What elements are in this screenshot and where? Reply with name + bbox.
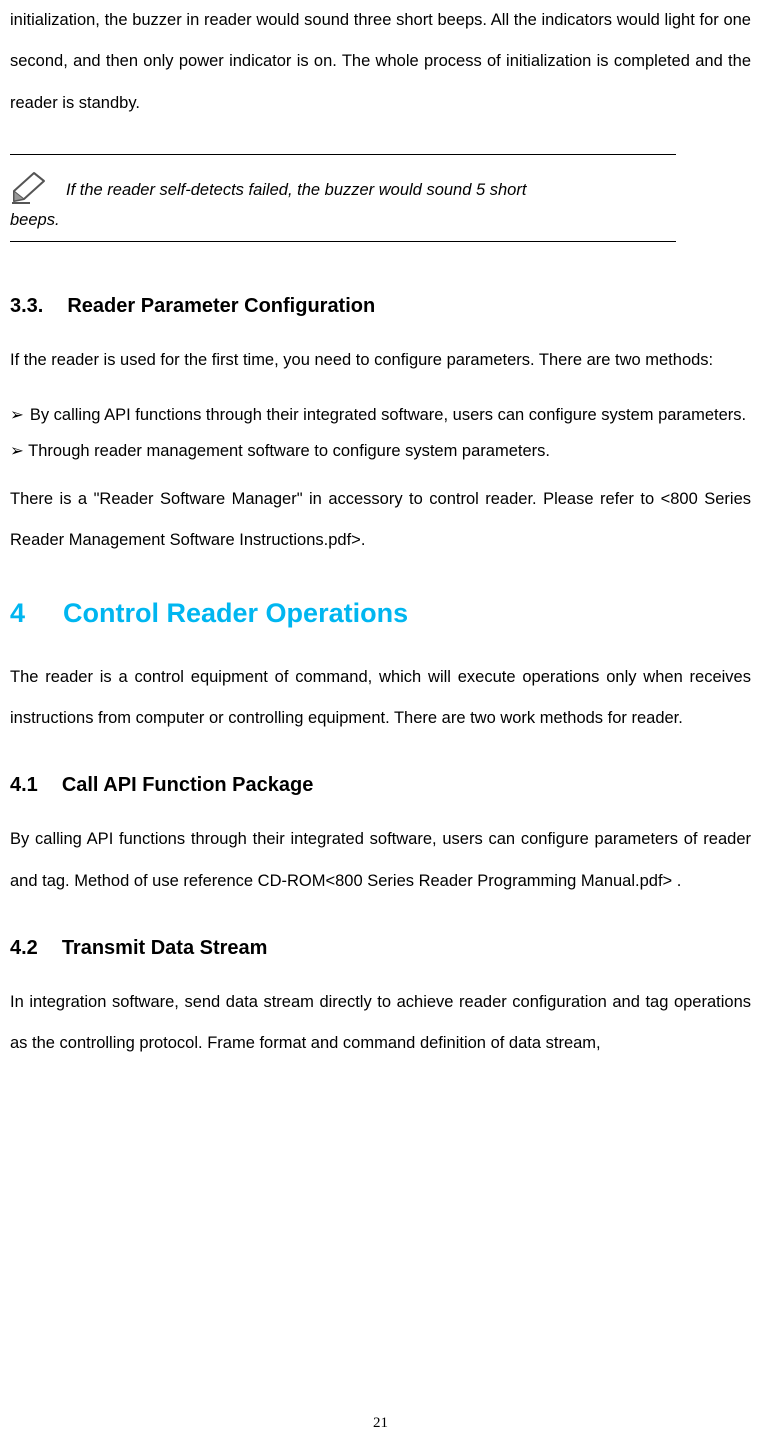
note-box: If the reader self-detects failed, the b… xyxy=(10,154,676,242)
page: initialization, the buzzer in reader wou… xyxy=(10,0,751,1454)
section-4-number: 4 xyxy=(10,595,25,633)
section-3-3-number: 3.3. xyxy=(10,292,43,320)
section-4-title: Control Reader Operations xyxy=(63,598,408,628)
note-text-line1: If the reader self-detects failed, the b… xyxy=(66,175,676,206)
section-3-3-bullet-2: ➢ Through reader management software to … xyxy=(10,437,751,465)
section-4-1-p1: By calling API functions through their i… xyxy=(10,819,751,902)
section-3-3-heading: 3.3. Reader Parameter Configuration xyxy=(10,292,751,320)
note-pencil-icon xyxy=(10,171,52,205)
bullet-icon: ➢ xyxy=(10,442,24,460)
section-3-3-bullet-1: ➢ By calling API functions through their… xyxy=(10,395,751,436)
section-3-3-bullet-1-text: By calling API functions through their i… xyxy=(30,395,751,436)
section-4-2-number: 4.2 xyxy=(10,934,38,962)
section-4-2-p1: In integration software, send data strea… xyxy=(10,982,751,1065)
section-4-2-heading: 4.2 Transmit Data Stream xyxy=(10,934,751,962)
bullet-icon: ➢ xyxy=(10,395,24,436)
section-4-1-title: Call API Function Package xyxy=(62,774,314,796)
section-3-3-bullet-2-text: Through reader management software to co… xyxy=(28,442,550,460)
section-4-1-number: 4.1 xyxy=(10,771,38,799)
section-4-1-heading: 4.1 Call API Function Package xyxy=(10,771,751,799)
section-3-3-p2: There is a "Reader Software Manager" in … xyxy=(10,479,751,562)
note-text-line2: beeps. xyxy=(10,207,676,233)
intro-paragraph: initialization, the buzzer in reader wou… xyxy=(10,0,751,124)
section-4-heading: 4 Control Reader Operations xyxy=(10,595,751,633)
section-3-3-p1: If the reader is used for the first time… xyxy=(10,340,751,381)
section-4-p1: The reader is a control equipment of com… xyxy=(10,657,751,740)
section-4-2-title: Transmit Data Stream xyxy=(62,937,268,959)
section-3-3-title: Reader Parameter Configuration xyxy=(67,295,375,317)
page-number: 21 xyxy=(373,1405,388,1443)
